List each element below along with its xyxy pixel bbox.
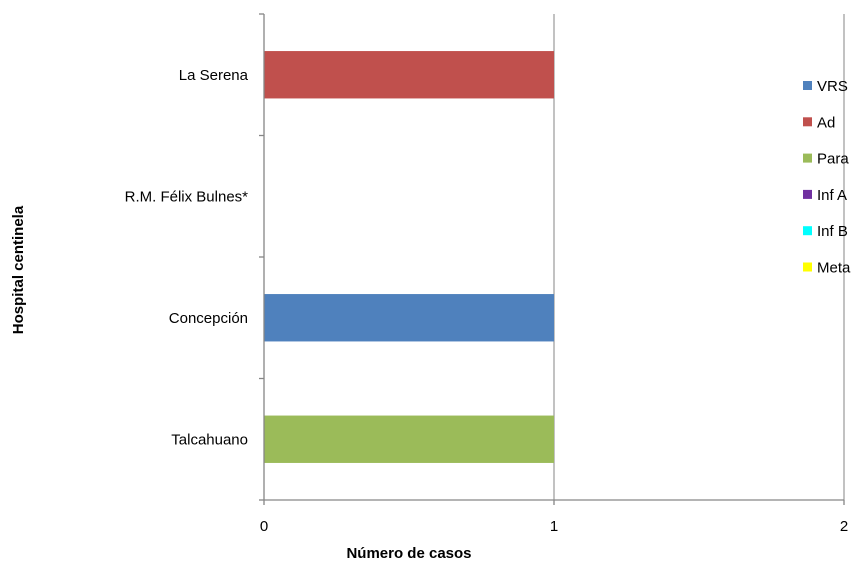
legend-label-meta: Meta — [817, 260, 851, 277]
y-tick-labels: La Serena R.M. Félix Bulnes* Concepción Tal… — [125, 67, 249, 449]
y-axis-title: Hospital centinela — [10, 205, 27, 334]
legend-swatch-para — [803, 153, 812, 163]
bar-para-3 — [264, 415, 554, 463]
x-tick-labels: 0 1 2 — [260, 518, 848, 535]
x-tick-label: 1 — [550, 518, 558, 535]
x-axis-title: Número de casos — [346, 545, 471, 562]
y-tick-label: La Serena — [179, 67, 249, 84]
legend-swatch-inf-a — [803, 189, 812, 199]
legend-swatch-vrs — [803, 81, 812, 90]
x-tick-label: 0 — [260, 518, 268, 535]
legend-swatch-inf-b — [803, 226, 812, 236]
y-tick-label: Talcahuano — [171, 431, 248, 448]
legend-label-para: Para — [817, 151, 849, 168]
bars — [264, 51, 554, 463]
axes — [259, 13, 845, 505]
legend-swatch-ad — [803, 117, 812, 127]
legend-swatch-meta — [803, 262, 812, 272]
legend: VRS Ad Para Inf A Inf B Meta — [803, 78, 851, 277]
bar-vrs-2 — [264, 294, 554, 342]
gridlines — [553, 14, 845, 500]
y-tick-label: Concepción — [169, 310, 248, 327]
y-tick-label: R.M. Félix Bulnes* — [125, 188, 249, 205]
legend-label-ad: Ad — [817, 114, 835, 131]
x-tick-label: 2 — [840, 518, 848, 535]
legend-label-inf-b: Inf B — [817, 223, 848, 240]
legend-label-vrs: VRS — [817, 78, 848, 95]
legend-label-inf-a: Inf A — [817, 187, 847, 204]
bar-ad-0 — [264, 51, 554, 99]
